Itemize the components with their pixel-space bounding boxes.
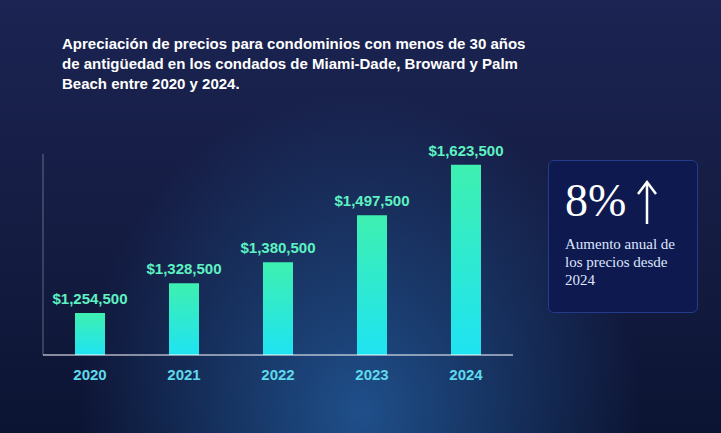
- html-text:Apreciación de precios para co: Apreciación de precios para condominios …: [62, 35, 526, 92]
- svg-text:$1,623,500: $1,623,500: [428, 142, 503, 159]
- svg-text:$1,254,500: $1,254,500: [52, 290, 127, 307]
- html-text:8%: 8%: [565, 175, 627, 226]
- svg-text:2023: 2023: [355, 366, 388, 383]
- svg-text:$1,497,500: $1,497,500: [334, 192, 409, 209]
- svg-text:2021: 2021: [167, 366, 200, 383]
- svg-text:$1,380,500: $1,380,500: [240, 239, 315, 256]
- svg-text:$1,328,500: $1,328,500: [146, 260, 221, 277]
- svg-text:2020: 2020: [73, 366, 106, 383]
- svg-text:2022: 2022: [261, 366, 294, 383]
- svg-text:2024: 2024: [449, 366, 483, 383]
- html-text:Aumento anual de los precios d: Aumento anual de los precios desde 2024: [565, 236, 675, 288]
